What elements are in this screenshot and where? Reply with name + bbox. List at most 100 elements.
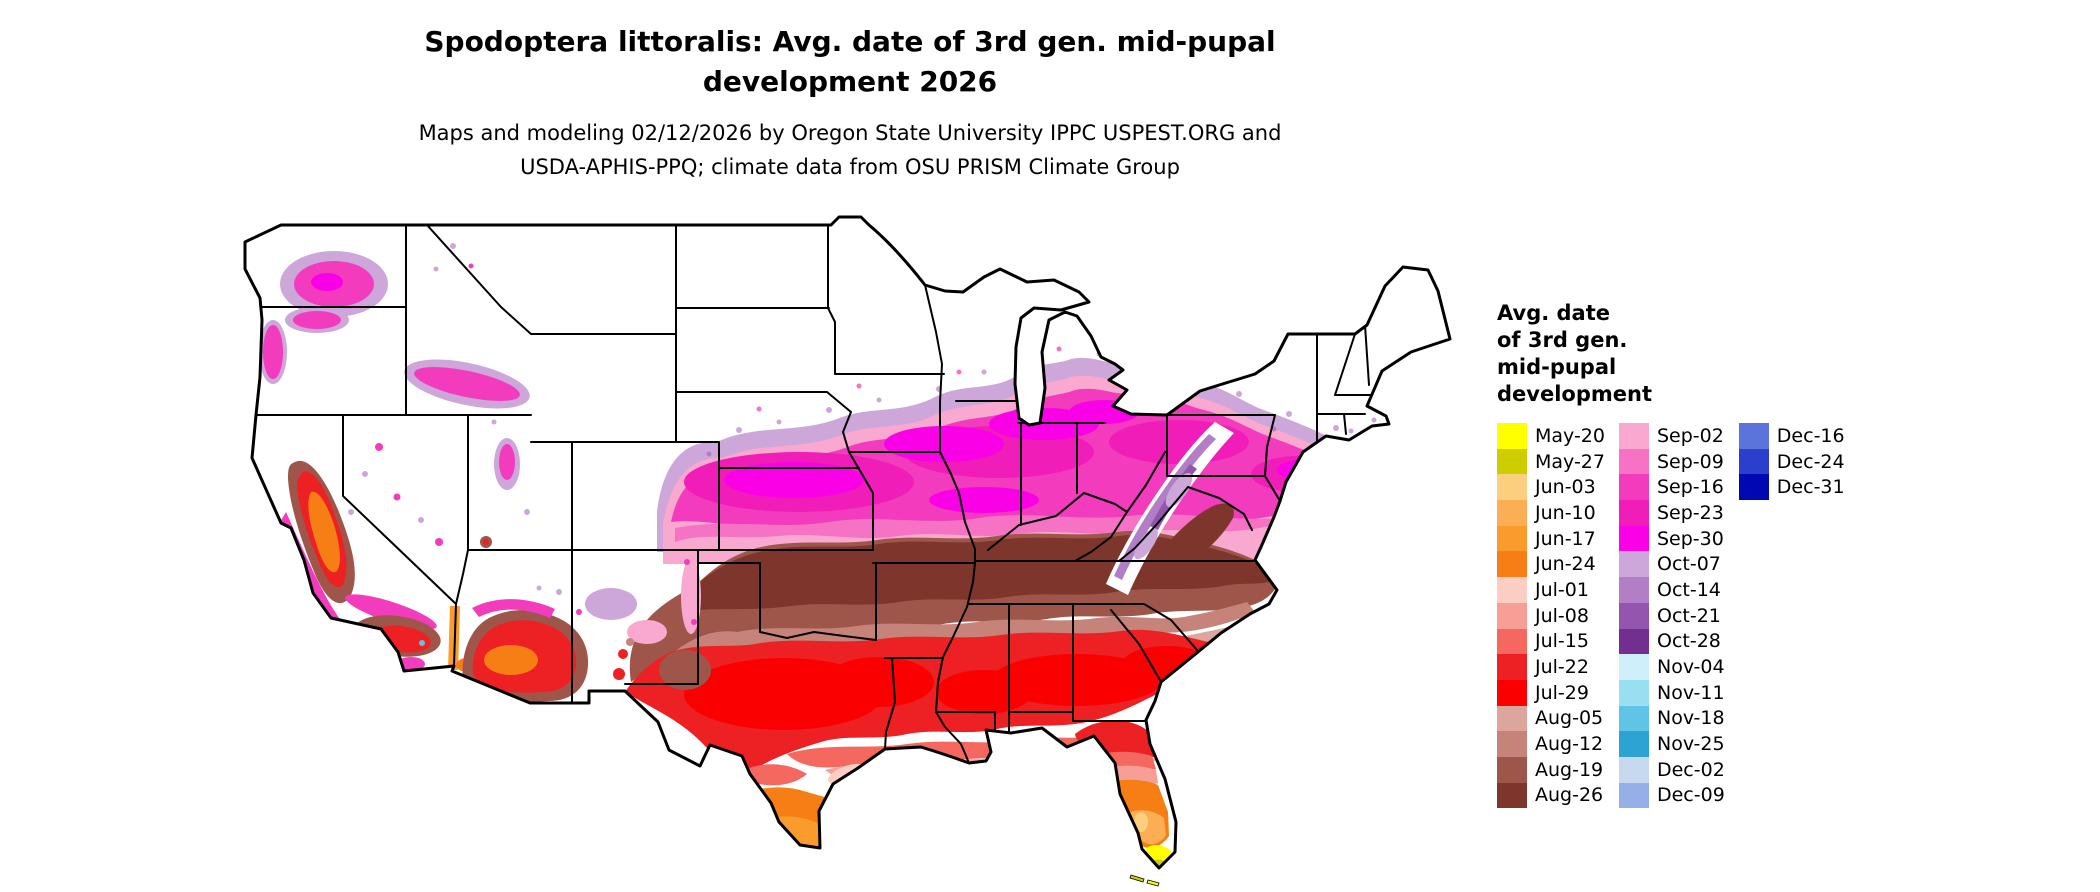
- band-aug26-appalachia: [1167, 503, 1234, 561]
- legend-swatch: [1618, 705, 1649, 732]
- legend-swatch: [1618, 731, 1649, 757]
- band-sep09-strip: [675, 502, 1379, 542]
- legend-label: Jun-17: [1535, 527, 1596, 550]
- legend-item: Jun-17: [1497, 525, 1605, 552]
- legend-item: Dec-24: [1738, 448, 1845, 475]
- legend-item: Jun-10: [1497, 500, 1605, 526]
- legend-swatch: [1618, 525, 1649, 552]
- legend-label: Aug-19: [1535, 758, 1604, 781]
- legend-swatch: [1497, 500, 1527, 526]
- legend-swatch: [1618, 577, 1649, 603]
- legend-item: Aug-26: [1497, 782, 1605, 809]
- legend-swatch: [1618, 551, 1649, 578]
- legend-label: Dec-02: [1656, 758, 1725, 781]
- legend-swatch: [1618, 423, 1649, 449]
- legend-swatch: [1497, 654, 1527, 680]
- legend-swatch: [1618, 654, 1649, 680]
- legend-label: Aug-12: [1535, 733, 1604, 756]
- legend-swatch: [1738, 423, 1769, 449]
- legend-swatch: [1497, 679, 1527, 706]
- legend-item: Sep-23: [1618, 500, 1725, 526]
- fl-jun03: [1134, 812, 1148, 832]
- legend-item: Jul-29: [1497, 679, 1605, 706]
- legend-label: Jul-15: [1535, 630, 1589, 653]
- legend-item: Sep-09: [1618, 448, 1725, 475]
- legend-item: Nov-04: [1618, 654, 1725, 680]
- figure-title-line2: development 2026: [702, 65, 998, 98]
- figure-title: Spodoptera littoralis: Avg. date of 3rd …: [150, 22, 1550, 102]
- legend-item: Nov-25: [1618, 731, 1725, 757]
- legend-column: Dec-16 Dec-24 Dec-31: [1738, 423, 1845, 501]
- figure-title-line1: Spodoptera littoralis: Avg. date of 3rd …: [424, 25, 1276, 58]
- legend-item: Oct-07: [1618, 551, 1725, 578]
- legend-label: Sep-02: [1656, 424, 1724, 447]
- legend-label: Jul-08: [1535, 604, 1589, 627]
- legend-swatch: [1497, 731, 1527, 757]
- figure-subtitle: Maps and modeling 02/12/2026 by Oregon S…: [150, 116, 1550, 184]
- legend-item: Sep-16: [1618, 474, 1725, 501]
- legend-item: Jul-08: [1497, 602, 1605, 629]
- legend-label: Nov-04: [1656, 656, 1725, 679]
- legend-swatch: [1497, 551, 1527, 578]
- legend-item: Oct-28: [1618, 628, 1725, 655]
- legend-label: Dec-09: [1656, 784, 1725, 807]
- legend-item: Oct-21: [1618, 602, 1725, 629]
- us-choropleth-map-svg: [243, 215, 1452, 887]
- legend-swatch: [1618, 782, 1649, 809]
- legend-title-line: Avg. date: [1497, 301, 1610, 325]
- legend-item: May-27: [1497, 448, 1605, 475]
- state-borders: [255, 224, 1373, 764]
- legend-swatch: [1618, 628, 1649, 655]
- legend-item: Jun-24: [1497, 551, 1605, 578]
- band-jul15-stx: [744, 764, 807, 786]
- legend-item: Dec-31: [1738, 474, 1845, 501]
- legend-label: Dec-31: [1776, 476, 1845, 499]
- legend-label: Oct-07: [1656, 553, 1721, 576]
- legend-swatch: [1618, 602, 1649, 629]
- legend-item: Nov-18: [1618, 705, 1725, 732]
- legend-label: Jul-29: [1535, 681, 1589, 704]
- legend-label: Nov-18: [1656, 707, 1725, 730]
- figure-subtitle-line2: USDA-APHIS-PPQ; climate data from OSU PR…: [520, 155, 1180, 179]
- legend-label: Aug-26: [1535, 784, 1604, 807]
- az-speckles: [536, 585, 582, 615]
- legend-label: Dec-24: [1776, 450, 1845, 473]
- az-orange-core: [484, 645, 538, 675]
- legend-label: Dec-16: [1776, 424, 1845, 447]
- pnw-patches: [259, 251, 388, 384]
- legend-label: Jun-03: [1535, 476, 1596, 499]
- legend-swatch: [1497, 448, 1527, 475]
- legend-item: Jul-01: [1497, 577, 1605, 603]
- florida-keys: [1129, 874, 1160, 887]
- us-outline: [243, 215, 1452, 870]
- stx-jun17: [753, 816, 836, 868]
- legend-label: Jul-22: [1535, 656, 1589, 679]
- legend-item: Sep-30: [1618, 525, 1725, 552]
- legend-label: Jun-10: [1535, 501, 1596, 524]
- legend-swatch: [1497, 577, 1527, 603]
- legend-item: Jul-15: [1497, 628, 1605, 655]
- legend-label: May-20: [1535, 424, 1605, 447]
- ca-valley-orange: [308, 491, 340, 573]
- legend-columns: May-20 May-27 Jun-03 Jun-10 Jun-17 Jun-24 Jul-…: [1497, 423, 1845, 809]
- legend-item: Aug-12: [1497, 731, 1605, 757]
- legend-item: Jun-03: [1497, 474, 1605, 501]
- appalachian-speckles: [1134, 472, 1193, 560]
- legend-item: Oct-14: [1618, 577, 1725, 603]
- legend-item: Aug-19: [1497, 756, 1605, 783]
- legend-label: Jul-01: [1535, 578, 1589, 601]
- stx-jun10: [773, 843, 834, 868]
- legend: Avg. date of 3rd gen. mid-pupal development…: [1497, 300, 1845, 809]
- legend-item: May-20: [1497, 423, 1605, 449]
- legend-label: Sep-16: [1656, 476, 1724, 499]
- legend-swatch: [1497, 628, 1527, 655]
- legend-title: Avg. date of 3rd gen. mid-pupal development: [1497, 300, 1845, 408]
- legend-swatch: [1497, 756, 1527, 783]
- legend-swatch: [1497, 525, 1527, 552]
- legend-swatch: [1497, 423, 1527, 449]
- legend-swatch: [1497, 782, 1527, 809]
- legend-swatch: [1618, 679, 1649, 706]
- legend-swatch: [1738, 448, 1769, 475]
- legend-item: Jul-22: [1497, 654, 1605, 680]
